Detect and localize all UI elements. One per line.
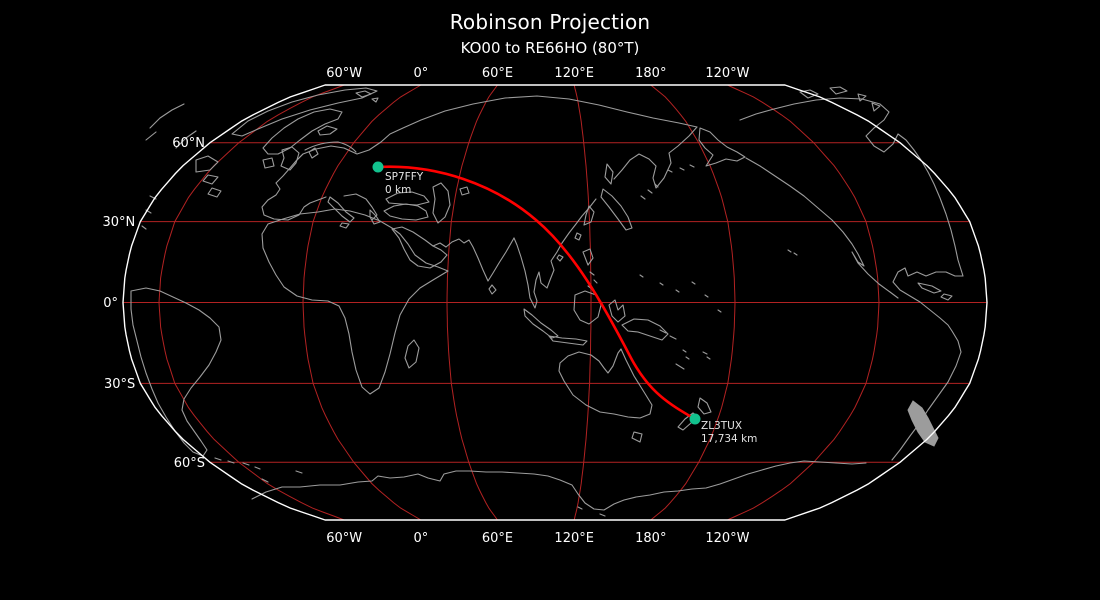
tick-left-1: 30°N [103,215,136,230]
destination-distance-label: 17,734 km [701,433,757,445]
projection-outline [122,84,988,521]
axis-tick-labels: 60°W 60°W 0° 0° 60°E 60°E 120°E 120°E 180° 180° 12… [103,66,750,546]
tick-top-2: 60°E [482,66,513,81]
tick-left-0: 60°N [172,136,205,151]
graticule-lines [123,84,987,521]
map-subtitle: KO00 to RE66HO (80°T) [460,39,640,57]
map-title: Robinson Projection [449,10,651,34]
tick-bottom-2: 60°E [482,531,513,546]
tick-top-0: 60°W [326,66,362,81]
tick-top-1: 0° [414,66,429,81]
great-circle-path [376,165,697,421]
tick-bottom-4: 180° [635,531,666,546]
tick-left-2: 0° [103,296,118,311]
outline-path [122,84,988,521]
destination-callsign-label: ZL3TUX [701,420,742,432]
tick-top-3: 120°E [554,66,594,81]
tick-bottom-3: 120°E [554,531,594,546]
coastlines [130,86,964,517]
tick-bottom-0: 60°W [326,531,362,546]
tick-left-4: 60°S [174,456,205,471]
origin-callsign-label: SP7FFY [385,171,424,183]
destination-marker [689,413,701,425]
tick-bottom-5: 120°W [705,531,749,546]
tick-top-4: 180° [635,66,666,81]
origin-marker [372,161,384,173]
origin-distance-label: 0 km [385,184,411,196]
tick-top-5: 120°W [705,66,749,81]
tick-bottom-1: 0° [414,531,429,546]
tick-left-3: 30°S [104,377,135,392]
